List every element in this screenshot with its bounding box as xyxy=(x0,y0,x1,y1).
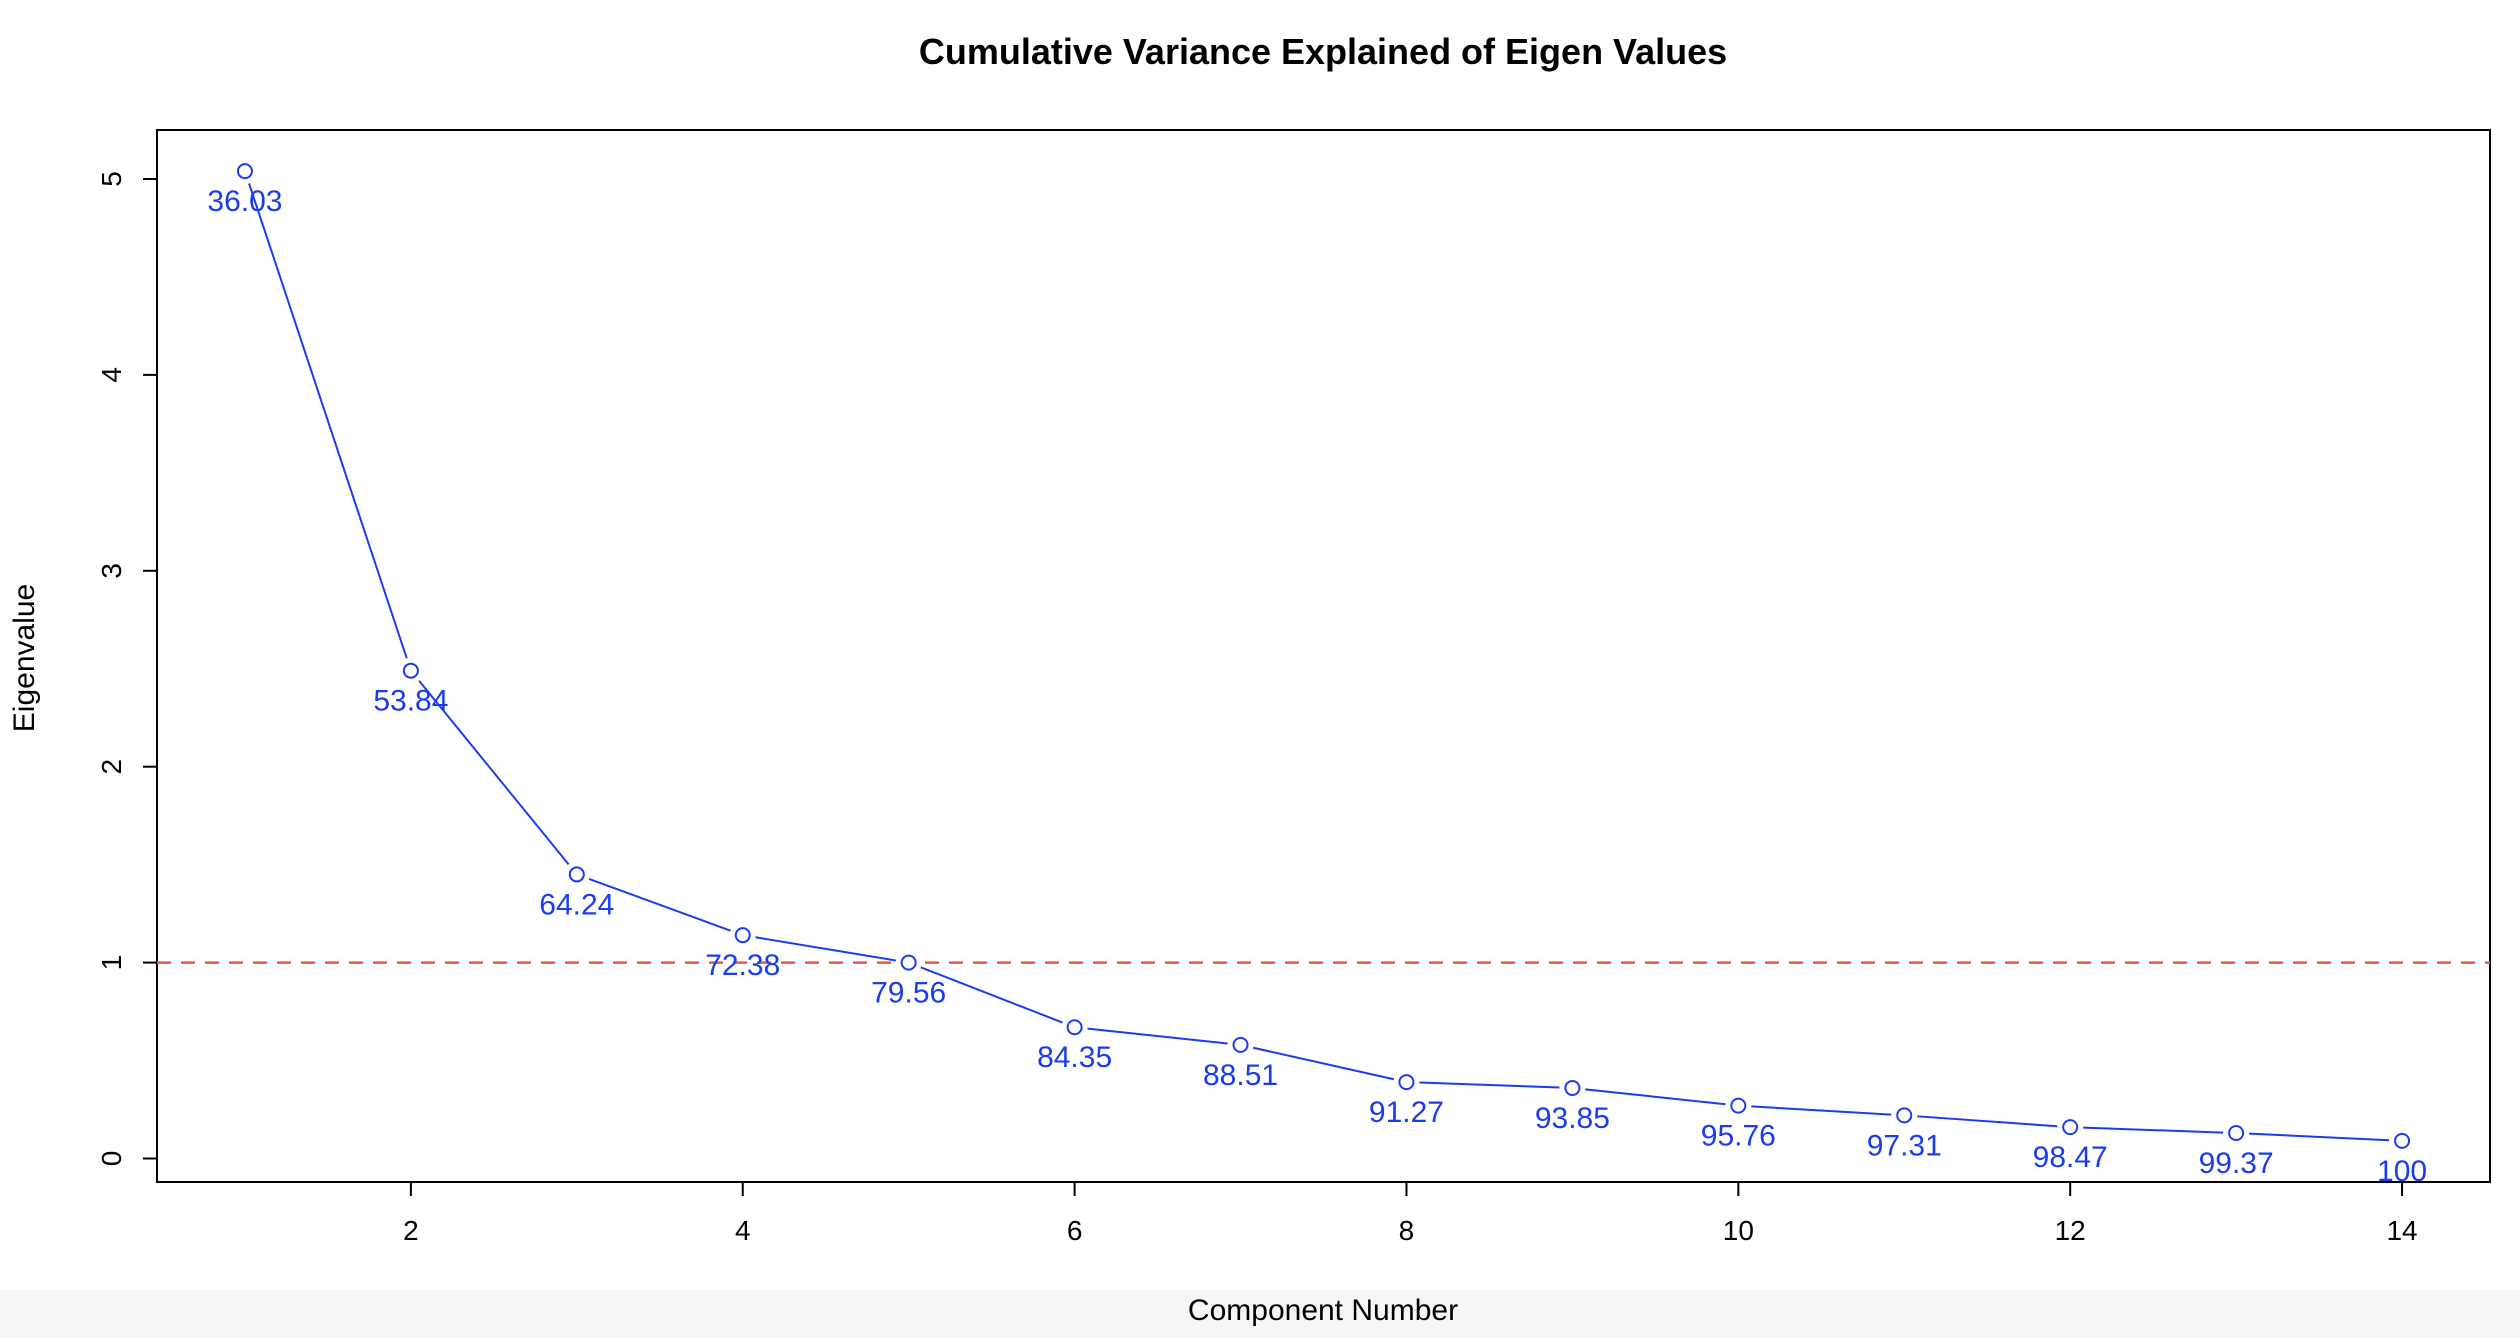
x-tick-label: 6 xyxy=(1067,1215,1083,1246)
x-tick-label: 10 xyxy=(1723,1215,1754,1246)
series-segment xyxy=(2249,1132,2390,1142)
x-tick-label: 14 xyxy=(2386,1215,2417,1246)
data-point-label: 99.37 xyxy=(2199,1147,2274,1180)
series-segment xyxy=(1751,1105,1892,1116)
y-tick-label: 1 xyxy=(96,955,127,971)
series-segment xyxy=(920,966,1063,1024)
y-axis-label: Eigenvalue xyxy=(8,584,41,732)
x-tick-label: 2 xyxy=(403,1215,419,1246)
data-labels-layer: 36.03 53.84 64.24 72.38 79.56 84.35 88.51 91.27… xyxy=(207,185,2427,1188)
series-segment xyxy=(248,183,408,659)
bottom-band xyxy=(0,1290,2520,1338)
data-point-label: 53.84 xyxy=(373,685,448,718)
x-tick-label: 12 xyxy=(2055,1215,2086,1246)
data-point-label: 36.03 xyxy=(207,185,282,218)
series-segment xyxy=(418,680,570,865)
data-point-label: 64.24 xyxy=(539,888,614,921)
data-point-label: 100 xyxy=(2377,1155,2427,1188)
data-point xyxy=(1564,1079,1581,1096)
data-point-label: 79.56 xyxy=(871,977,946,1010)
data-point xyxy=(2062,1119,2079,1136)
y-tick-label: 0 xyxy=(96,1151,127,1167)
data-point-label: 84.35 xyxy=(1037,1041,1112,1074)
data-point xyxy=(2394,1132,2411,1149)
series-segment xyxy=(588,877,731,932)
series-segment xyxy=(1917,1115,2058,1128)
data-point xyxy=(2228,1125,2245,1142)
data-point xyxy=(1232,1036,1249,1053)
data-point-label: 93.85 xyxy=(1535,1102,1610,1135)
data-point-label: 98.47 xyxy=(2033,1141,2108,1174)
y-tick-label: 5 xyxy=(96,171,127,187)
x-axis-label: Component Number xyxy=(1188,1294,1458,1327)
series-layer xyxy=(236,163,2411,1149)
data-point-label: 91.27 xyxy=(1369,1096,1444,1129)
data-point xyxy=(1896,1107,1913,1124)
series-segment xyxy=(755,936,897,962)
y-tick-label: 3 xyxy=(96,563,127,579)
series-segment xyxy=(2083,1126,2224,1134)
x-tick-label: 4 xyxy=(735,1215,751,1246)
data-point xyxy=(734,927,751,944)
data-point xyxy=(236,163,253,180)
data-point xyxy=(900,954,917,971)
data-point-label: 97.31 xyxy=(1867,1129,1942,1162)
data-point xyxy=(568,866,585,883)
data-point xyxy=(1730,1097,1747,1114)
x-tick-label: 8 xyxy=(1399,1215,1415,1246)
series-segment xyxy=(1087,1027,1228,1045)
y-tick-label: 2 xyxy=(96,759,127,775)
data-point-label: 88.51 xyxy=(1203,1059,1278,1092)
y-tick-label: 4 xyxy=(96,367,127,383)
plot-area-frame xyxy=(156,129,2491,1183)
series-segment xyxy=(1252,1046,1395,1081)
data-point-label: 72.38 xyxy=(705,949,780,982)
chart-title: Cumulative Variance Explained of Eigen V… xyxy=(919,31,1727,72)
data-point-label: 95.76 xyxy=(1701,1120,1776,1153)
data-point xyxy=(1398,1074,1415,1091)
data-point xyxy=(1066,1019,1083,1036)
series-segment xyxy=(1419,1081,1560,1089)
series-segment xyxy=(1585,1088,1726,1106)
data-point xyxy=(402,662,419,679)
